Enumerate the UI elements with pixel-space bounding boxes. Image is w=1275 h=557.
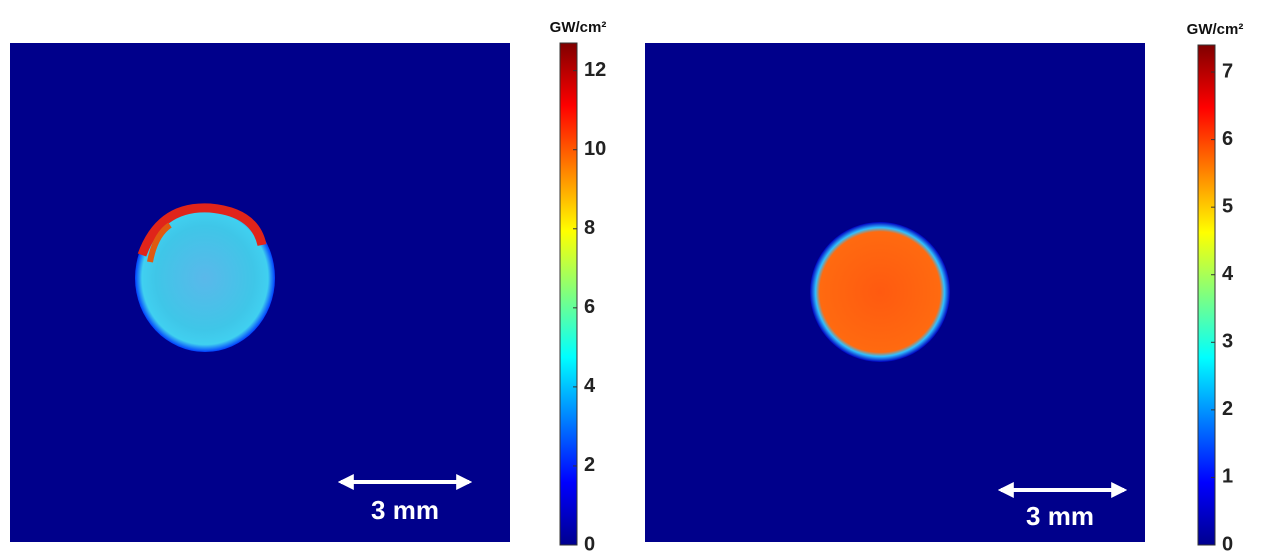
colorbar-tick-label: 0	[1222, 533, 1233, 552]
colorbar-tick-label: 5	[1222, 195, 1233, 217]
colorbar-tick-label: 2	[1222, 398, 1233, 420]
scale-bar-label: 3 mm	[371, 495, 439, 525]
colorbar	[559, 42, 578, 546]
colorbar	[1197, 44, 1216, 546]
colorbar-tick-label: 6	[1222, 128, 1233, 150]
colorbar-tick-label: 4	[1222, 263, 1234, 285]
scale-bar-label: 3 mm	[1026, 501, 1094, 531]
colorbar-tick-label: 10	[584, 138, 606, 160]
colorbar-label: GW/cm²	[550, 19, 607, 36]
colorbar-tick-label: 3	[1222, 331, 1233, 353]
colorbar-tick-label: 7	[1222, 60, 1233, 82]
colorbar-tick-label: 8	[584, 217, 595, 239]
colorbar-tick-label: 6	[584, 296, 595, 318]
colorbar-tick-label: 12	[584, 59, 606, 81]
beam-image-1	[10, 43, 510, 542]
colorbar-tick-label: 1	[1222, 466, 1233, 488]
colorbar-label: GW/cm²	[1187, 21, 1244, 38]
colorbar-tick-label: 4	[584, 375, 596, 397]
colorbar-tick-label: 0	[584, 533, 595, 552]
colorbar-tick-label: 2	[584, 454, 595, 476]
beam-image-2	[645, 43, 1145, 542]
